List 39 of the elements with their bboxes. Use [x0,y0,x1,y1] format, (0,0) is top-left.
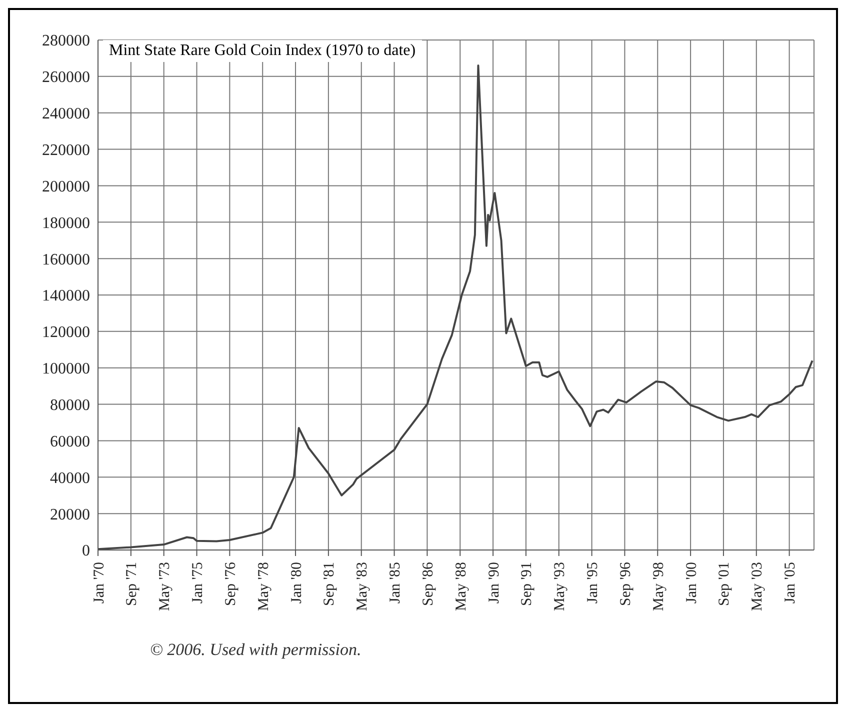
y-tick-label: 260000 [42,69,90,86]
x-tick-label: May '73 [157,562,174,611]
y-tick-label: 40000 [50,470,90,487]
x-tick-label: May '88 [453,562,470,611]
y-tick-label: 120000 [42,324,90,342]
y-tick-label: 240000 [42,106,90,123]
y-tick-label: 60000 [50,433,90,450]
y-tick-label: 220000 [42,142,90,159]
x-tick-label: Sep '91 [519,562,536,606]
x-tick-label: May '03 [750,562,766,611]
x-tick-label: Jan '85 [388,562,404,604]
x-tick-label: Sep '01 [716,562,733,606]
x-tick-label: Sep '81 [322,562,338,606]
chart-title: Mint State Rare Gold Coin Index (1970 to date) [103,40,422,62]
x-tick-label: Sep '71 [124,562,140,606]
x-tick-label: Jan '00 [684,562,700,604]
y-tick-label: 200000 [42,178,90,196]
y-tick-label: 0 [82,542,90,560]
x-tick-label: Jan '70 [91,562,108,604]
x-tick-label: May '78 [256,562,272,611]
x-tick-label: Jan '90 [486,562,502,604]
x-tick-label: Jan '95 [585,562,602,604]
y-tick-label: 180000 [42,214,90,232]
y-tick-label: 100000 [42,360,90,378]
x-tick-label: Jan '80 [288,562,305,604]
text: © 2006. Used with permission. [150,640,362,660]
y-tick-label: 280000 [42,32,90,50]
x-tick-label: May '83 [354,562,371,611]
x-tick-label: May '93 [552,562,568,611]
x-tick-label: Jan '75 [190,562,206,604]
y-tick-label: 80000 [50,396,90,414]
y-tick-label: 160000 [42,251,90,268]
x-tick-label: Sep '76 [222,562,239,606]
y-tick-label: 20000 [50,506,90,524]
x-tick-label: May '98 [650,562,667,611]
y-tick-label: 140000 [42,288,90,305]
x-tick-label: Sep '86 [420,562,436,606]
x-tick-label: Jan '05 [782,562,799,604]
x-tick-label: Sep '96 [618,562,634,606]
